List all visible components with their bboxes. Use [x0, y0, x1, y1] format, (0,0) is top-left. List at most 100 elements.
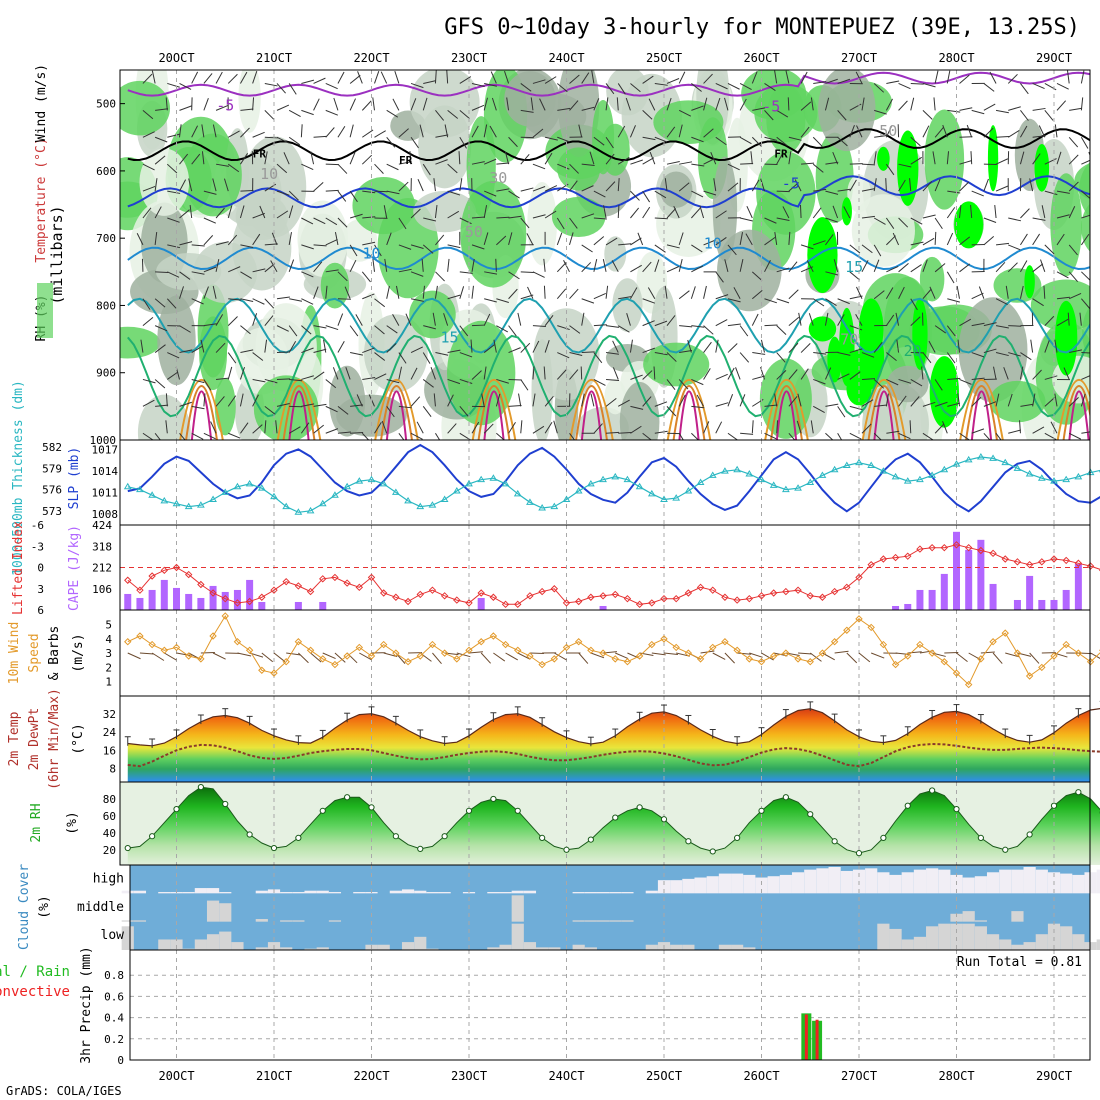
wind-barb: [508, 190, 520, 199]
wind-barb: [691, 105, 704, 111]
wind-barb: [947, 402, 961, 407]
rh-shade-patch: [924, 109, 965, 210]
wind-barb-10m: [310, 652, 322, 663]
wind-speed-point: [550, 655, 559, 663]
lifted-index-point: [282, 577, 290, 586]
wind-barb: [471, 421, 480, 434]
top-date-label: 20OCT: [158, 51, 194, 65]
wind-barb: [788, 342, 799, 353]
cloud-bar: [657, 880, 671, 894]
wind-barb-10m: [273, 652, 286, 663]
wind-barb: [1080, 298, 1090, 309]
thickness-point: [989, 454, 997, 461]
wind-barb: [532, 79, 546, 84]
contour-label: FR: [774, 147, 788, 160]
lifted-index-point: [465, 599, 473, 607]
wind-barb: [824, 97, 830, 111]
wind-barb: [995, 393, 1000, 407]
cloud-bar: [121, 890, 134, 894]
wind-barb: [471, 161, 485, 165]
thickness-point: [684, 487, 693, 494]
temp-axis-title-line1: 2m Temp: [7, 711, 22, 766]
precip-tick-label: 0.2: [104, 1033, 124, 1046]
wind-barb: [849, 432, 862, 440]
wind-barb: [203, 286, 209, 299]
wind-barb: [508, 378, 522, 381]
temp-unit: (°C): [71, 723, 86, 754]
wind-barb: [532, 425, 545, 434]
wind-barb: [776, 190, 790, 193]
wind-barb: [895, 312, 900, 326]
wind-barb: [422, 406, 432, 418]
thickness-point: [721, 467, 729, 474]
wind-speed-point: [379, 640, 388, 649]
rh-point: [685, 838, 692, 845]
cloud-bar: [877, 872, 890, 894]
wind-barb: [642, 370, 653, 380]
wind-barb: [179, 105, 192, 111]
rh-point: [222, 800, 229, 808]
wind-barb: [394, 70, 400, 84]
cape-bar: [136, 597, 144, 610]
wind-barb: [971, 292, 984, 300]
wind-barb: [751, 271, 763, 281]
wind-barb: [349, 213, 363, 219]
wind-barb: [447, 258, 450, 272]
wind-barb: [432, 312, 436, 326]
wind-barb: [1007, 262, 1018, 273]
wind-barb: [678, 290, 690, 300]
thickness-point: [452, 487, 461, 494]
wind-barb: [873, 379, 885, 389]
wind-barb: [459, 286, 465, 299]
cloud-bar: [328, 920, 342, 922]
wind-barb: [496, 188, 510, 192]
wind-barb: [966, 124, 973, 138]
wind-barb: [1032, 135, 1046, 138]
wind-speed-point: [1050, 652, 1058, 660]
wind-barb: [1008, 217, 1022, 222]
cloud-bar: [670, 880, 683, 894]
wind-barb: [484, 298, 497, 303]
wind-speed-point: [294, 638, 303, 646]
wind-barb: [617, 125, 626, 138]
wind-barb: [873, 290, 885, 300]
wind-barb-10m: [359, 652, 372, 661]
wind-barb: [618, 296, 632, 300]
wind-barb: [1054, 124, 1058, 138]
precip-tick-label: 0.8: [104, 969, 124, 982]
wind-barb: [203, 73, 213, 84]
wind-barb: [419, 124, 424, 138]
wind-speed-point: [952, 669, 961, 677]
wind-barb: [471, 104, 485, 111]
wind-barb: [203, 432, 216, 440]
wind-barb: [1032, 369, 1042, 380]
cloud-bar: [1084, 942, 1097, 950]
wind-barb: [751, 420, 754, 434]
lifted-index-point: [1074, 559, 1083, 567]
wind-barb: [896, 339, 900, 353]
wind-barb: [349, 259, 357, 273]
wind-speed-point: [1074, 649, 1083, 657]
thickness-point: [830, 465, 839, 473]
lifted-index-point: [940, 543, 949, 552]
lifted-tick-label: -3: [31, 540, 44, 553]
lifted-tick-label: 3: [37, 583, 44, 596]
wind-barb: [666, 161, 680, 165]
wind-barb: [392, 314, 400, 326]
cloud-bar: [401, 889, 415, 894]
wind-axis-title-line1: 10m Wind: [7, 622, 22, 685]
wind-barb: [325, 189, 339, 192]
wind-barb: [849, 371, 861, 380]
thickness-point: [538, 504, 547, 511]
wind-barb: [715, 339, 719, 353]
wind-barb: [264, 420, 267, 434]
wind-barb: [654, 259, 660, 272]
wind-speed-point: [258, 666, 266, 674]
wind-barb: [752, 107, 766, 111]
wind-barb: [532, 366, 535, 380]
wind-barb: [735, 367, 741, 380]
wind-barb-10m: [651, 652, 666, 656]
wind-barb: [947, 109, 961, 113]
wind-barb: [1069, 107, 1083, 111]
